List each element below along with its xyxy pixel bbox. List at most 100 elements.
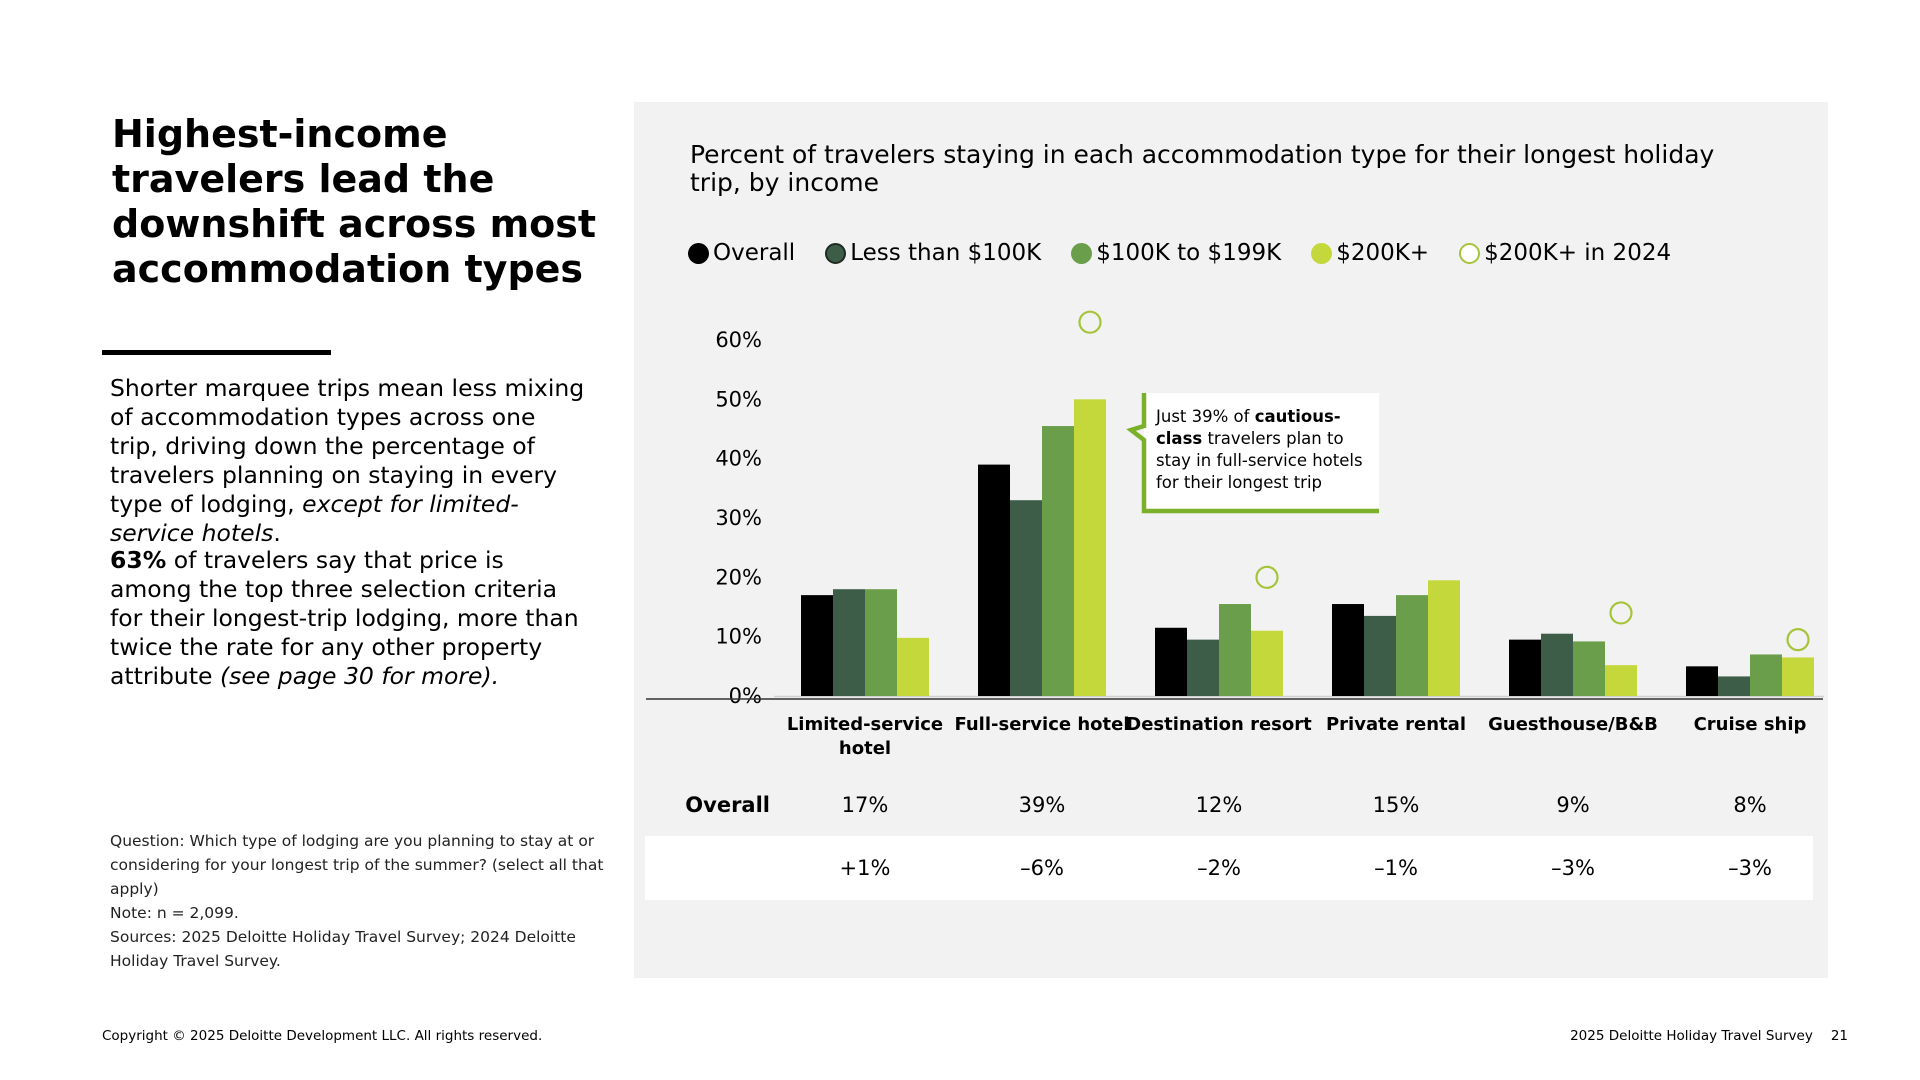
bar-less-than-100k — [1187, 639, 1219, 696]
marker-200k-plus-2024 — [1255, 565, 1279, 589]
para1-end: . — [273, 519, 281, 547]
bar-overall — [978, 464, 1010, 696]
bar-less-than-100k — [1010, 500, 1042, 696]
headline-divider — [102, 350, 331, 355]
y-tick-label: 30% — [715, 506, 762, 530]
source-notes: Question: Which type of lodging are you … — [110, 829, 610, 973]
legend-item-200k-plus-2024: $200K+ in 2024 — [1459, 240, 1671, 266]
y-tick-label: 60% — [715, 328, 762, 352]
table-cell: –1% — [1374, 856, 1418, 880]
table-row-overall: Overall 17% 39% 12% 15% 9% 8% — [645, 776, 1813, 833]
bar-less-than-100k — [833, 589, 865, 696]
bar-overall — [1332, 604, 1364, 696]
bar-overall — [1155, 627, 1187, 696]
callout-line-2: travelers plan to — [1202, 429, 1343, 448]
legend-label-200k-plus: $200K+ — [1336, 240, 1430, 266]
para2-italic: (see page 30 for more). — [219, 662, 500, 690]
table-cell: 8% — [1733, 792, 1767, 817]
bar-less-than-100k — [1541, 633, 1573, 696]
legend-label-100k-199k: $100K to $199K — [1096, 240, 1282, 266]
bar-less-than-100k — [1364, 615, 1396, 696]
legend-label-less-than-100k: Less than $100K — [850, 240, 1042, 266]
x-axis-labels: Limited-service hotel Full-service hotelDe… — [787, 714, 1807, 759]
note-question: Question: Which type of lodging are you … — [110, 832, 604, 898]
table-row-label — [645, 836, 770, 900]
y-axis: 0% 10% 20% 30% 40% 50% 60% — [715, 328, 1824, 708]
bar--200k- — [1428, 580, 1460, 696]
callout-border — [1126, 393, 1379, 514]
bar--100k-to-199k — [1396, 595, 1428, 696]
bar--200k- — [1074, 399, 1106, 696]
callout-line-4: for their longest trip — [1156, 473, 1322, 492]
callout-text-plain-1: Just 39% of — [1155, 407, 1255, 426]
bar-less-than-100k — [1718, 676, 1750, 696]
legend-swatch-less-than-100k — [825, 242, 847, 264]
bar--100k-to-199k — [1573, 641, 1605, 696]
table-cell: 12% — [1195, 792, 1243, 817]
callout-text: Just 39% of cautious- class travelers pl… — [1155, 407, 1368, 492]
bar--100k-to-199k — [865, 589, 897, 696]
bar-chart: 0% 10% 20% 30% 40% 50% 60% Limited-service hote… — [646, 310, 1824, 759]
legend-label-200k-plus-2024: $200K+ in 2024 — [1484, 240, 1672, 266]
bar--100k-to-199k — [1042, 426, 1074, 696]
x-category-label: Destination resort — [1126, 714, 1312, 735]
bar--100k-to-199k — [1750, 654, 1782, 696]
marker-200k-plus-2024 — [1078, 310, 1102, 334]
page-number: 21 — [1830, 1028, 1848, 1044]
headline: Highest-income travelers lead the downsh… — [112, 112, 597, 291]
bar--100k-to-199k — [1219, 604, 1251, 696]
callout-text-bold: cautious- — [1255, 407, 1341, 426]
bar--200k- — [1251, 630, 1283, 696]
table-cell: 9% — [1556, 792, 1590, 817]
footer-survey-name: 2025 Deloitte Holiday Travel Survey — [1570, 1028, 1813, 1044]
chart-legend: Overall Less than $100K $100K to $199K $… — [688, 240, 1701, 266]
legend-swatch-overall — [688, 242, 709, 264]
y-tick-label: 20% — [715, 565, 762, 589]
para2-text: of travelers say that price is among the… — [110, 546, 579, 690]
table-cell: –3% — [1551, 856, 1595, 880]
para2-bold: 63% — [110, 546, 167, 574]
y-tick-label: 0% — [729, 684, 762, 708]
marker-200k-plus-2024 — [1609, 601, 1633, 625]
legend-swatch-100k-199k — [1071, 242, 1093, 264]
x-category-label: Limited-service hotel — [787, 714, 943, 759]
table-cell: –3% — [1728, 856, 1772, 880]
bar-marks — [801, 399, 1814, 696]
legend-swatch-200k-plus-2024 — [1459, 242, 1481, 264]
x-category-label: Cruise ship — [1694, 714, 1807, 735]
bar--200k- — [1605, 665, 1637, 696]
legend-item-less-than-100k: Less than $100K — [825, 240, 1041, 266]
table-cell: 39% — [1018, 792, 1066, 817]
body-paragraph-2: 63% of travelers say that price is among… — [110, 546, 590, 691]
legend-label-overall: Overall — [713, 240, 796, 266]
y-tick-label: 40% — [715, 447, 762, 471]
legend-item-100k-199k: $100K to $199K — [1071, 240, 1281, 266]
x-category-label: Private rental — [1326, 714, 1466, 735]
table-cell: 17% — [841, 792, 889, 817]
para1-text: Shorter marquee trips mean less mixing o… — [110, 374, 585, 518]
para1-italic: except for limited-service hotels — [110, 490, 519, 547]
table-row-change: +1% –6% –2% –1% –3% –3% — [645, 836, 1813, 900]
table-row-label: Overall — [685, 792, 770, 817]
chart-title: Percent of travelers staying in each acc… — [690, 140, 1715, 197]
table-cell: +1% — [839, 856, 891, 880]
body-paragraph-1: Shorter marquee trips mean less mixing o… — [110, 374, 590, 548]
callout-box — [1144, 393, 1379, 511]
table-cell: –6% — [1020, 856, 1064, 880]
callout-line-3: stay in full-service hotels — [1156, 451, 1363, 470]
table-cell: –2% — [1197, 856, 1241, 880]
y-tick-label: 50% — [715, 387, 762, 411]
bar-overall — [1686, 666, 1718, 696]
note-sources: Sources: 2025 Deloitte Holiday Travel Su… — [110, 928, 576, 970]
callout-text-bold-2: class — [1156, 429, 1202, 448]
marker-200k-plus-2024 — [1786, 628, 1810, 652]
y-tick-label: 10% — [715, 625, 762, 649]
annotation-callout: Just 39% of cautious- class travelers pl… — [1126, 393, 1379, 514]
legend-swatch-200k-plus — [1311, 242, 1333, 264]
note-sample: Note: n = 2,099. — [110, 904, 239, 922]
markers-2024 — [1078, 310, 1810, 652]
footer-right: 2025 Deloitte Holiday Travel Survey 21 — [1570, 1028, 1848, 1044]
table-cell: 15% — [1372, 792, 1420, 817]
legend-item-200k-plus: $200K+ — [1311, 240, 1429, 266]
bar-overall — [1509, 639, 1541, 696]
